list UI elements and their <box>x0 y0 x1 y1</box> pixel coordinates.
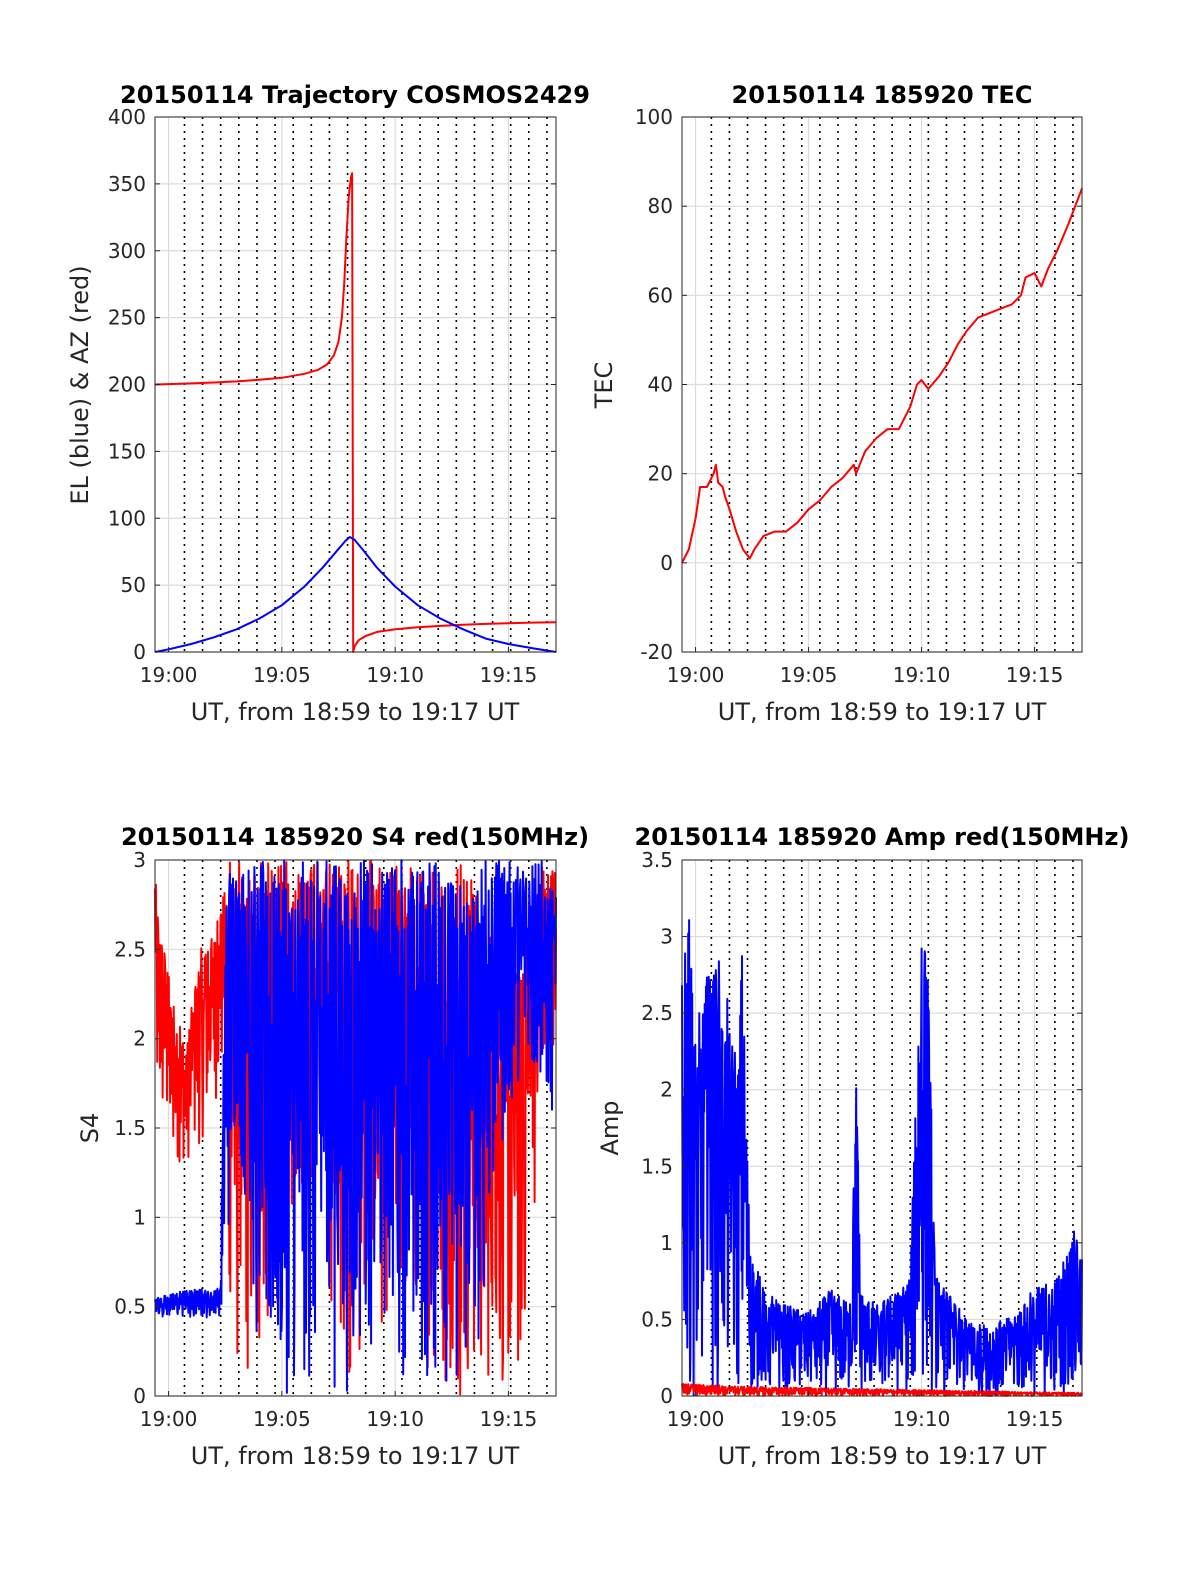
s4-y-tick-label: 3 <box>133 848 146 872</box>
s4-y-tick-label: 0.5 <box>114 1295 146 1319</box>
trajectory-y-tick-label: 200 <box>108 373 146 397</box>
trajectory-y-axis-label: EL (blue) & AZ (red) <box>66 265 94 504</box>
amp-x-tick-label: 19:15 <box>1006 1407 1064 1431</box>
s4-x-tick-label: 19:05 <box>253 1407 311 1431</box>
trajectory-y-tick-label: 0 <box>133 640 146 664</box>
amp-y-tick-label: 3 <box>660 925 673 949</box>
s4-y-tick-label: 1.5 <box>114 1116 146 1140</box>
tec-y-axis-label: TEC <box>590 362 618 410</box>
tec-y-tick-label: 80 <box>648 194 673 218</box>
trajectory-title: 20150114 Trajectory COSMOS2429 <box>120 81 590 109</box>
amp-y-tick-label: 2.5 <box>641 1001 673 1025</box>
trajectory-x-tick-label: 19:05 <box>253 663 311 687</box>
amp-y-tick-label: 0.5 <box>641 1307 673 1331</box>
s4-x-tick-label: 19:10 <box>366 1407 424 1431</box>
tec-y-tick-label: 40 <box>648 373 673 397</box>
amp-x-tick-label: 19:05 <box>780 1407 838 1431</box>
amp-y-axis-label: Amp <box>596 1100 624 1155</box>
trajectory-x-tick-label: 19:00 <box>140 663 198 687</box>
trajectory-y-tick-label: 350 <box>108 172 146 196</box>
trajectory-series-1-line <box>154 536 557 653</box>
tec-x-tick-label: 19:00 <box>667 663 725 687</box>
trajectory-y-tick-label: 400 <box>108 105 146 129</box>
tec-title: 20150114 185920 TEC <box>732 81 1033 109</box>
amp-y-tick-label: 0 <box>660 1384 673 1408</box>
amp-y-tick-label: 3.5 <box>641 848 673 872</box>
amp-x-tick-label: 19:10 <box>893 1407 951 1431</box>
trajectory-y-tick-label: 300 <box>108 239 146 263</box>
s4-series-1-line <box>154 859 557 1394</box>
amp-x-tick-label: 19:00 <box>667 1407 725 1431</box>
tec-series-0-line <box>681 187 1083 564</box>
s4-y-tick-label: 0 <box>133 1384 146 1408</box>
s4-title: 20150114 185920 S4 red(150MHz) <box>121 823 589 851</box>
amp-y-tick-label: 1.5 <box>641 1154 673 1178</box>
trajectory-x-tick-label: 19:15 <box>480 663 538 687</box>
s4-panel: 20150114 185920 S4 red(150MHz) 0 0.5 1 1.5 2… <box>76 823 589 1470</box>
amp-panel: 20150114 185920 Amp red(150MHz) 0 0.5 1 1.5… <box>596 823 1129 1470</box>
s4-y-axis-label: S4 <box>76 1113 104 1144</box>
amp-y-tick-label: 2 <box>660 1078 673 1102</box>
tec-y-tick-label: 20 <box>648 462 673 486</box>
trajectory-series-0-line <box>154 172 557 653</box>
trajectory-y-tick-label: 150 <box>108 439 146 463</box>
tec-y-tick-label: 100 <box>635 105 673 129</box>
amp-x-axis-label: UT, from 18:59 to 19:17 UT <box>718 1442 1047 1470</box>
s4-x-tick-label: 19:15 <box>480 1407 538 1431</box>
trajectory-x-tick-label: 19:10 <box>366 663 424 687</box>
s4-x-axis-label: UT, from 18:59 to 19:17 UT <box>191 1442 520 1470</box>
s4-y-tick-label: 2.5 <box>114 937 146 961</box>
amp-y-tick-label: 1 <box>660 1231 673 1255</box>
s4-y-tick-label: 2 <box>133 1027 146 1051</box>
trajectory-y-tick-label: 100 <box>108 506 146 530</box>
tec-y-tick-label: 0 <box>660 551 673 575</box>
amp-title: 20150114 185920 Amp red(150MHz) <box>635 823 1130 851</box>
amp-plot-frame <box>681 859 1083 1397</box>
tec-x-tick-label: 19:10 <box>893 663 951 687</box>
amp-series-0-line <box>681 919 1083 1397</box>
s4-x-tick-label: 19:00 <box>140 1407 198 1431</box>
tec-x-tick-label: 19:05 <box>780 663 838 687</box>
amp-series-1-line <box>681 1383 1083 1397</box>
trajectory-y-tick-label: 50 <box>121 573 146 597</box>
trajectory-panel: 20150114 Trajectory COSMOS2429 0 50 100 150… <box>66 81 590 726</box>
tec-panel: 20150114 185920 TEC -20 0 20 40 60 80 100 19:00… <box>590 81 1083 726</box>
s4-y-tick-label: 1 <box>133 1205 146 1229</box>
tec-x-axis-label: UT, from 18:59 to 19:17 UT <box>718 698 1047 726</box>
tec-x-tick-label: 19:15 <box>1006 663 1064 687</box>
tec-y-tick-label: 60 <box>648 283 673 307</box>
trajectory-y-tick-label: 250 <box>108 306 146 330</box>
trajectory-x-axis-label: UT, from 18:59 to 19:17 UT <box>191 698 520 726</box>
tec-y-tick-label: -20 <box>640 640 673 664</box>
